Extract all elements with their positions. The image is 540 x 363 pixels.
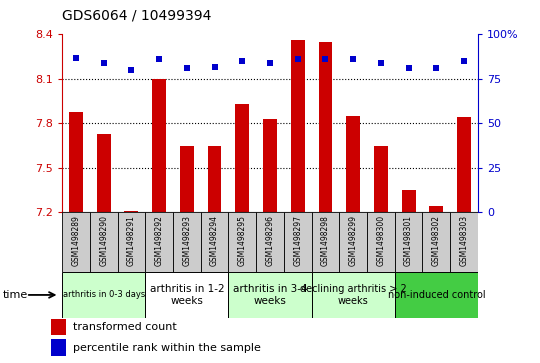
Bar bbox=[422, 212, 450, 272]
Text: percentile rank within the sample: percentile rank within the sample bbox=[72, 343, 260, 352]
Bar bbox=[312, 272, 395, 318]
Bar bbox=[207, 146, 221, 212]
Text: GSM1498293: GSM1498293 bbox=[183, 215, 191, 266]
Point bbox=[321, 57, 330, 62]
Bar bbox=[145, 272, 228, 318]
Bar bbox=[402, 190, 415, 212]
Bar bbox=[180, 146, 194, 212]
Text: GSM1498290: GSM1498290 bbox=[99, 215, 108, 266]
Text: GSM1498303: GSM1498303 bbox=[460, 215, 469, 266]
Text: GSM1498289: GSM1498289 bbox=[71, 215, 80, 266]
Point bbox=[210, 64, 219, 69]
Bar bbox=[69, 111, 83, 212]
Text: GSM1498297: GSM1498297 bbox=[293, 215, 302, 266]
Bar bbox=[118, 212, 145, 272]
Bar bbox=[90, 212, 118, 272]
Text: GSM1498300: GSM1498300 bbox=[376, 215, 386, 266]
Text: GDS6064 / 10499394: GDS6064 / 10499394 bbox=[62, 8, 212, 22]
Bar bbox=[450, 212, 478, 272]
Point bbox=[404, 65, 413, 71]
Point bbox=[127, 67, 136, 73]
Text: declining arthritis > 2
weeks: declining arthritis > 2 weeks bbox=[300, 284, 407, 306]
Text: arthritis in 1-2
weeks: arthritis in 1-2 weeks bbox=[150, 284, 224, 306]
Point bbox=[432, 65, 441, 71]
Point bbox=[293, 57, 302, 62]
Point bbox=[72, 55, 80, 61]
Bar bbox=[124, 211, 138, 212]
Bar bbox=[284, 212, 312, 272]
Text: GSM1498301: GSM1498301 bbox=[404, 215, 413, 266]
Bar bbox=[429, 207, 443, 212]
Point bbox=[266, 60, 274, 66]
Point bbox=[376, 60, 385, 66]
Text: GSM1498296: GSM1498296 bbox=[266, 215, 274, 266]
Bar bbox=[312, 212, 339, 272]
Text: GSM1498294: GSM1498294 bbox=[210, 215, 219, 266]
Point bbox=[155, 57, 164, 62]
Text: GSM1498292: GSM1498292 bbox=[154, 215, 164, 266]
Bar bbox=[339, 212, 367, 272]
Bar bbox=[291, 40, 305, 212]
Bar bbox=[62, 212, 90, 272]
Text: GSM1498299: GSM1498299 bbox=[349, 215, 357, 266]
Bar bbox=[256, 212, 284, 272]
Bar bbox=[152, 79, 166, 212]
Bar bbox=[395, 272, 478, 318]
Bar bbox=[228, 272, 312, 318]
Bar bbox=[97, 134, 111, 212]
Bar bbox=[395, 212, 422, 272]
Text: time: time bbox=[3, 290, 28, 300]
Text: arthritis in 3-4
weeks: arthritis in 3-4 weeks bbox=[233, 284, 307, 306]
Text: GSM1498302: GSM1498302 bbox=[432, 215, 441, 266]
Bar bbox=[145, 212, 173, 272]
Text: arthritis in 0-3 days: arthritis in 0-3 days bbox=[63, 290, 145, 299]
Text: GSM1498295: GSM1498295 bbox=[238, 215, 247, 266]
Text: GSM1498291: GSM1498291 bbox=[127, 215, 136, 266]
Bar bbox=[319, 42, 332, 212]
Bar bbox=[346, 116, 360, 212]
Bar bbox=[201, 212, 228, 272]
Text: non-induced control: non-induced control bbox=[388, 290, 485, 300]
Text: GSM1498298: GSM1498298 bbox=[321, 215, 330, 266]
Bar bbox=[374, 146, 388, 212]
Bar bbox=[62, 272, 145, 318]
Point bbox=[183, 65, 191, 71]
Bar bbox=[263, 119, 277, 212]
Bar bbox=[51, 319, 66, 335]
Bar bbox=[173, 212, 201, 272]
Point bbox=[238, 58, 247, 64]
Bar bbox=[51, 339, 66, 356]
Point bbox=[460, 58, 468, 64]
Text: transformed count: transformed count bbox=[72, 322, 177, 332]
Point bbox=[349, 57, 357, 62]
Bar bbox=[228, 212, 256, 272]
Bar bbox=[235, 104, 249, 212]
Point bbox=[99, 60, 108, 66]
Bar bbox=[457, 118, 471, 212]
Bar bbox=[367, 212, 395, 272]
